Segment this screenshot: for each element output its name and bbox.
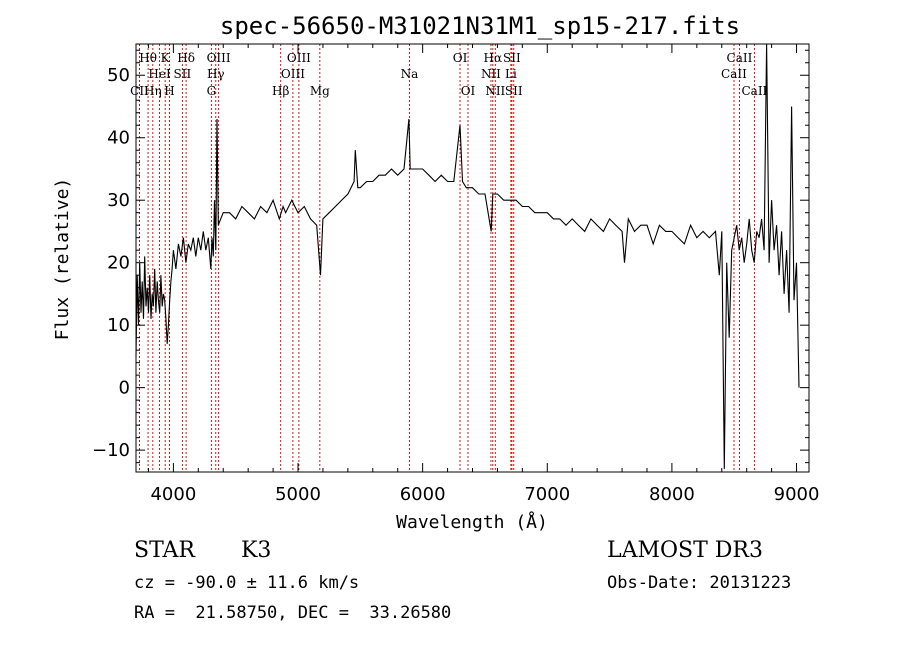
spectral-line-label: OIII — [207, 51, 231, 65]
spectral-line-label: HeI — [148, 67, 171, 81]
spectral-line-label: CII — [130, 84, 149, 98]
spectral-line-label: SII — [505, 84, 523, 98]
spectral-line-label: Hη — [144, 84, 162, 98]
chart-title: spec-56650-M31021N31M1_sp15-217.fits — [220, 12, 740, 40]
spectrum-line — [135, 43, 800, 469]
y-tick-label: 30 — [107, 190, 130, 211]
spectral-line-markers — [139, 44, 755, 472]
object-class: STAR — [134, 538, 195, 563]
spectral-line-labels: CIIHθHηHeIKHSIIHδGHγOIIIHβOIIIOIIIMgNaOI… — [130, 51, 767, 98]
spectral-line-label: Hγ — [207, 67, 225, 81]
y-axis-label: Flux (relative) — [52, 178, 73, 341]
plot-frame — [135, 43, 810, 473]
x-tick-label: 5000 — [275, 484, 321, 505]
spectrum-chart: spec-56650-M31021N31M1_sp15-217.fits CII… — [52, 12, 820, 533]
coordinates-readout: RA = 21.58750, DEC = 33.26580 — [134, 603, 452, 623]
spectral-line-label: CaII — [727, 51, 753, 65]
x-tick-label: 8000 — [649, 484, 695, 505]
y-tick-label: 20 — [107, 253, 130, 274]
y-tick-label: −10 — [92, 440, 130, 461]
spectrum-series — [135, 43, 800, 469]
spectral-line-label: G — [207, 84, 217, 98]
spectral-line-label: OI — [453, 51, 468, 65]
spectral-line-label: H — [164, 84, 174, 98]
x-tick-label: 9000 — [774, 484, 820, 505]
spectral-line-label: CaII — [741, 84, 767, 98]
x-tick-label: 4000 — [150, 484, 196, 505]
y-tick-label: 40 — [107, 128, 130, 149]
spectral-line-label: OI — [461, 84, 476, 98]
object-subclass: K3 — [241, 538, 272, 563]
y-tick-label: 0 — [119, 378, 130, 399]
y-axis-ticks: −10 0 10 20 30 40 50 — [92, 49, 809, 464]
observation-date: Obs-Date: 20131223 — [607, 573, 792, 593]
spectral-line-label: SII — [503, 51, 521, 65]
survey-name: LAMOST DR3 — [607, 538, 763, 563]
x-axis-ticks: 4000 5000 6000 7000 8000 9000 — [147, 44, 820, 505]
spectral-line-label: OIII — [281, 67, 305, 81]
x-axis-label: Wavelength (Å) — [396, 511, 548, 533]
redshift-readout: cz = -90.0 ± 11.6 km/s — [134, 573, 360, 593]
x-tick-label: 6000 — [400, 484, 446, 505]
spectral-line-label: NII — [481, 67, 501, 81]
x-tick-label: 7000 — [524, 484, 570, 505]
spectral-line-label: Na — [401, 67, 419, 81]
y-tick-label: 50 — [107, 65, 130, 86]
spectral-line-label: Li — [505, 67, 517, 81]
spectral-line-label: SII — [174, 67, 192, 81]
spectral-line-label: CaII — [721, 67, 747, 81]
spectral-line-label: Hα — [484, 51, 503, 65]
spectral-line-label: Mg — [310, 84, 330, 98]
spectral-line-label: Hδ — [177, 51, 195, 65]
y-tick-label: 10 — [107, 315, 130, 336]
spectral-line-label: NII — [485, 84, 505, 98]
spectral-line-label: OIII — [287, 51, 311, 65]
spectral-line-label: Hθ — [139, 51, 157, 65]
spectral-line-label: Hβ — [272, 84, 289, 98]
spectral-line-label: K — [161, 51, 171, 65]
